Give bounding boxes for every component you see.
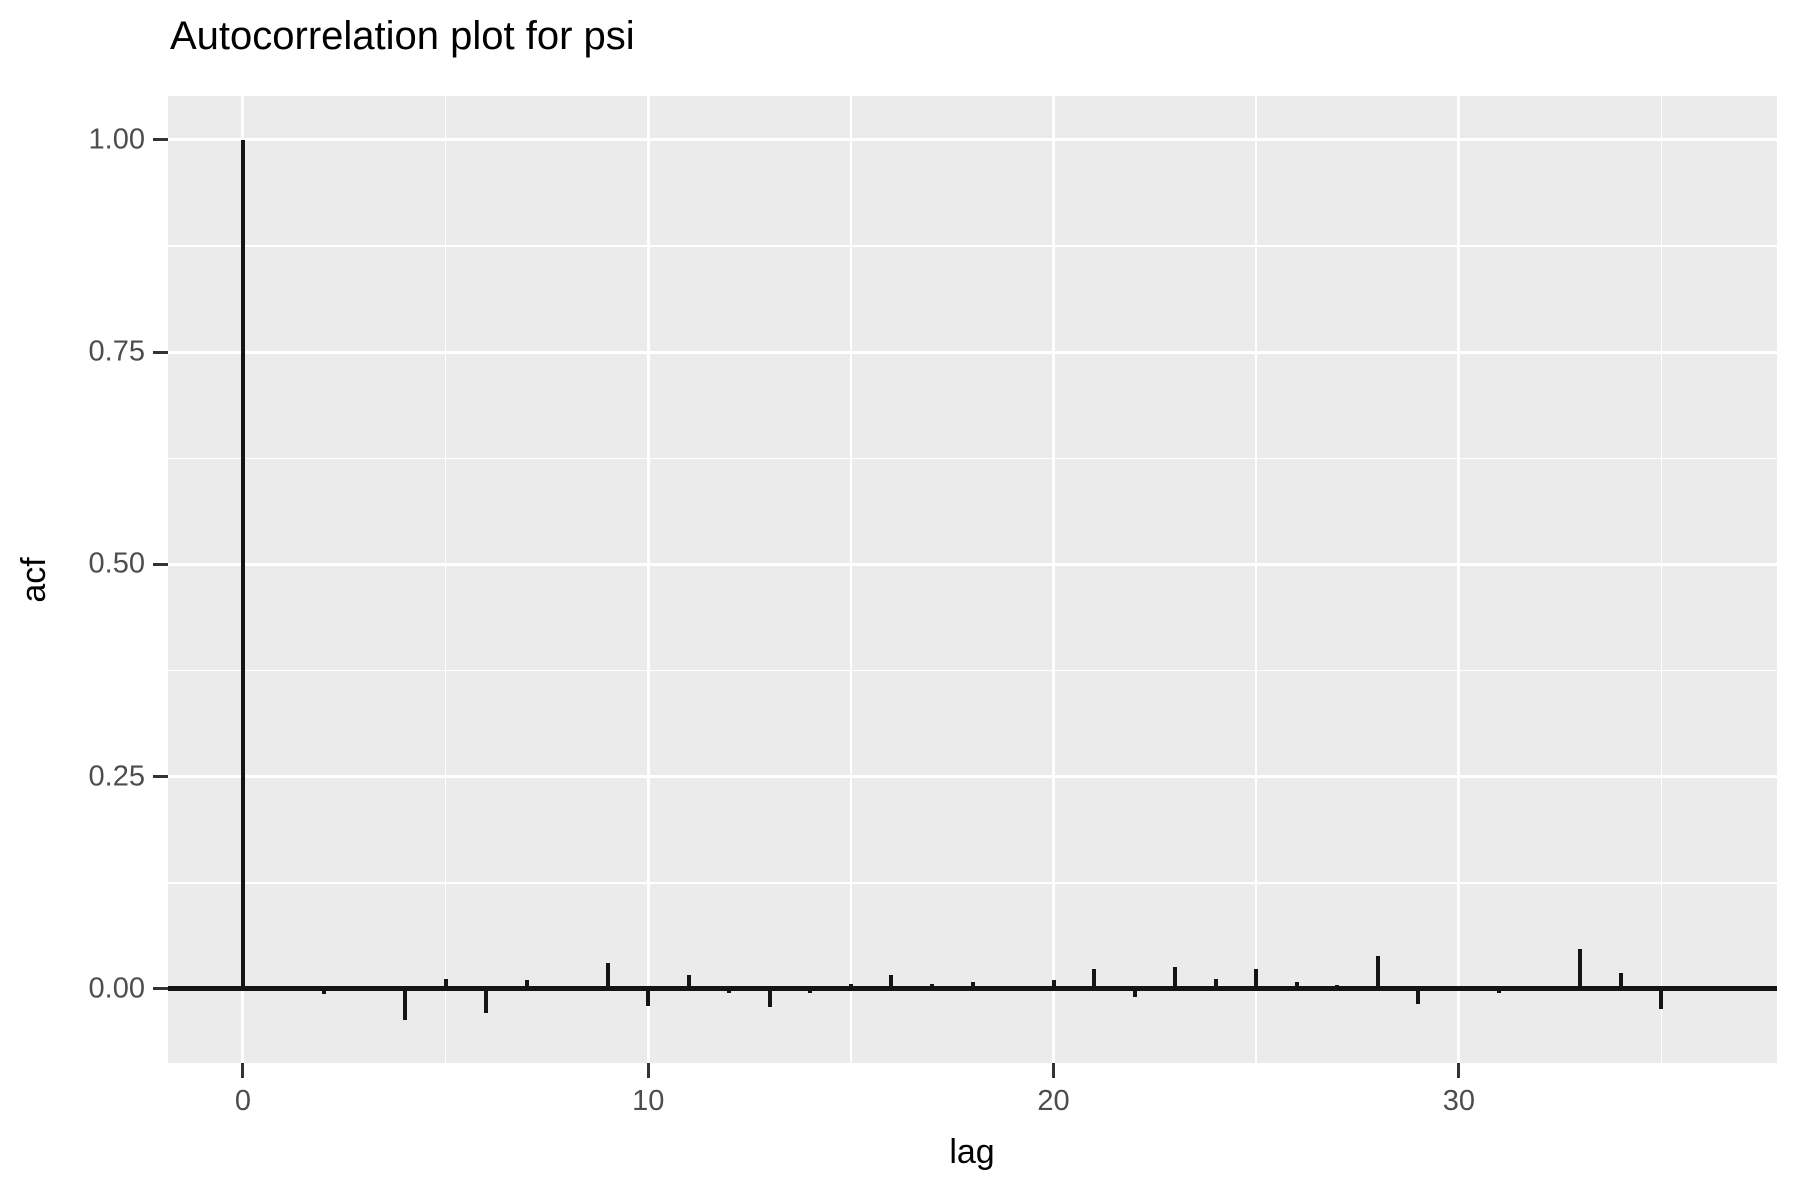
- x-major-gridline: [1052, 96, 1056, 1063]
- x-tick-mark: [1052, 1063, 1056, 1078]
- y-minor-gridline: [168, 245, 1777, 247]
- y-tick-mark: [153, 138, 168, 142]
- acf-bar-lag-12: [727, 988, 732, 994]
- acf-bar-lag-21: [1092, 968, 1097, 989]
- acf-bar-lag-16: [889, 974, 894, 989]
- y-tick-label: 0.00: [88, 972, 145, 1005]
- acf-bar-lag-34: [1618, 972, 1623, 989]
- acf-bar-lag-10: [646, 988, 651, 1006]
- y-minor-gridline: [168, 457, 1777, 460]
- x-tick-label: 20: [1037, 1085, 1070, 1117]
- acf-bar-lag-5: [443, 978, 448, 989]
- x-minor-gridline: [850, 96, 852, 1063]
- plot-panel: [168, 96, 1777, 1063]
- acf-bar-lag-2: [322, 988, 327, 995]
- x-tick-label: 0: [234, 1085, 252, 1117]
- y-minor-gridline: [168, 669, 1777, 672]
- x-tick-mark: [1457, 1063, 1461, 1078]
- x-tick-label: 30: [1442, 1085, 1475, 1117]
- x-tick-mark: [241, 1063, 245, 1078]
- acf-bar-lag-20: [1051, 979, 1056, 989]
- y-major-gridline: [168, 775, 1777, 779]
- y-tick-mark: [153, 350, 168, 354]
- acf-bar-lag-24: [1213, 978, 1218, 989]
- y-tick-mark: [153, 562, 168, 566]
- acf-bar-lag-17: [929, 983, 934, 989]
- x-minor-gridline: [444, 96, 447, 1063]
- acf-bar-lag-0: [240, 139, 245, 989]
- y-major-gridline: [168, 138, 1777, 142]
- y-tick-label: 0.50: [88, 547, 145, 580]
- acf-bar-lag-8: [565, 985, 570, 989]
- acf-bar-lag-29: [1416, 988, 1421, 1005]
- acf-bar-lag-4: [403, 988, 408, 1021]
- y-major-gridline: [168, 562, 1777, 566]
- x-major-gridline: [1457, 96, 1461, 1063]
- acf-bar-lag-26: [1294, 982, 1299, 989]
- acf-bar-lag-23: [1173, 966, 1178, 989]
- acf-bar-lag-6: [484, 988, 489, 1013]
- acf-bar-lag-25: [1254, 968, 1259, 989]
- y-tick-mark: [153, 987, 168, 991]
- acf-bar-lag-28: [1375, 955, 1380, 989]
- y-tick-label: 0.75: [88, 335, 145, 368]
- acf-bar-lag-7: [524, 980, 529, 989]
- y-minor-gridline: [168, 882, 1777, 884]
- acf-bar-lag-33: [1578, 949, 1583, 989]
- acf-bar-lag-9: [605, 963, 610, 989]
- y-tick-label: 0.25: [88, 760, 145, 793]
- acf-bar-lag-18: [970, 982, 975, 989]
- acf-bar-lag-35: [1659, 988, 1664, 1010]
- chart-title: Autocorrelation plot for psi: [170, 14, 635, 58]
- y-tick-label: 1.00: [88, 123, 145, 156]
- acf-bar-lag-15: [848, 983, 853, 989]
- acf-bar-lag-19: [1011, 987, 1016, 990]
- acf-bar-lag-14: [808, 988, 813, 994]
- x-axis-title: lag: [949, 1133, 995, 1171]
- x-major-gridline: [646, 96, 650, 1063]
- x-tick-label: 10: [632, 1085, 665, 1117]
- y-tick-mark: [153, 775, 168, 779]
- zero-reference-line: [168, 986, 1777, 992]
- x-tick-mark: [646, 1063, 650, 1078]
- x-minor-gridline: [1255, 96, 1257, 1063]
- acf-bar-lag-22: [1132, 988, 1137, 998]
- acf-bar-lag-11: [686, 974, 691, 989]
- acf-bar-lag-27: [1335, 984, 1340, 989]
- acf-bar-lag-13: [767, 988, 772, 1007]
- x-minor-gridline: [1660, 96, 1663, 1063]
- y-major-gridline: [168, 350, 1777, 354]
- acf-bar-lag-31: [1497, 988, 1502, 994]
